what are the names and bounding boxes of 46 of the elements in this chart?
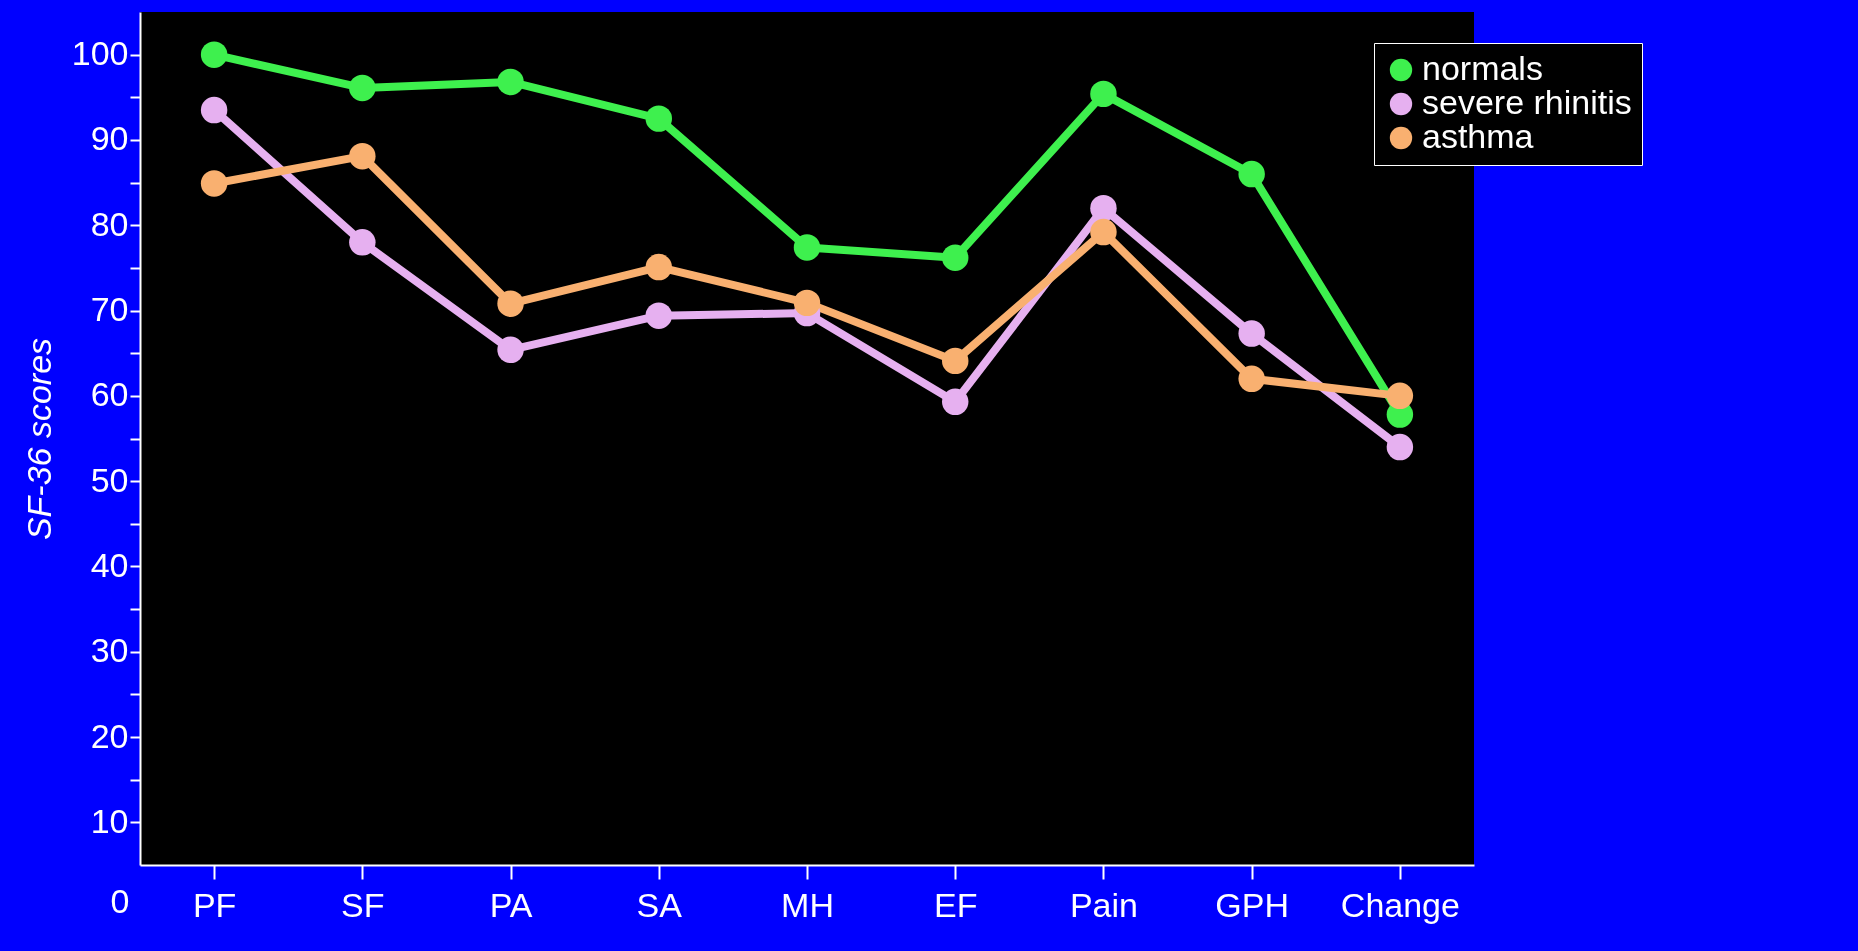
y-tick-label: 10 bbox=[90, 801, 129, 840]
point bbox=[1090, 218, 1117, 246]
y-tick-label: 30 bbox=[90, 631, 129, 670]
x-tick-label: SA bbox=[636, 885, 683, 924]
x-tick-label: PF bbox=[192, 885, 237, 924]
point bbox=[941, 347, 969, 375]
y-tick-label: 100 bbox=[71, 34, 129, 73]
point bbox=[1238, 160, 1265, 188]
point bbox=[1238, 320, 1265, 347]
point bbox=[645, 253, 673, 281]
point bbox=[200, 170, 228, 197]
point bbox=[941, 388, 969, 416]
y-tick-label: 90 bbox=[90, 119, 129, 158]
y-tick-label: 40 bbox=[90, 545, 129, 584]
y-tick-label: 50 bbox=[90, 460, 129, 499]
x-tick-label: PA bbox=[489, 885, 533, 924]
x-tick-label: Pain bbox=[1069, 885, 1138, 924]
point bbox=[941, 244, 969, 271]
point bbox=[497, 68, 524, 96]
text: 0 bbox=[110, 882, 130, 920]
point bbox=[200, 41, 228, 68]
x-tick-label: SF bbox=[341, 885, 385, 924]
point bbox=[349, 142, 376, 170]
y-tick-label: 70 bbox=[90, 290, 129, 329]
point bbox=[349, 229, 376, 256]
point bbox=[1090, 194, 1117, 222]
x-tick-label: EF bbox=[934, 885, 978, 924]
point bbox=[793, 289, 821, 317]
y-tick-label: 60 bbox=[90, 375, 129, 414]
y-tick-label: 80 bbox=[90, 204, 129, 243]
point bbox=[1238, 365, 1265, 392]
point bbox=[645, 302, 673, 329]
x-tick-label: GPH bbox=[1215, 885, 1290, 924]
point bbox=[793, 234, 821, 261]
point bbox=[497, 290, 524, 317]
point bbox=[1090, 80, 1117, 108]
point bbox=[497, 336, 524, 363]
y-axis-title: SF-36 scores bbox=[19, 337, 58, 541]
point bbox=[1386, 382, 1414, 410]
point bbox=[349, 74, 376, 102]
point bbox=[1386, 433, 1414, 461]
x-tick-label: MH bbox=[781, 885, 834, 924]
point bbox=[645, 105, 673, 132]
y-tick-label: 20 bbox=[90, 716, 129, 755]
x-tick-label: Change bbox=[1340, 885, 1460, 924]
point bbox=[200, 96, 228, 124]
